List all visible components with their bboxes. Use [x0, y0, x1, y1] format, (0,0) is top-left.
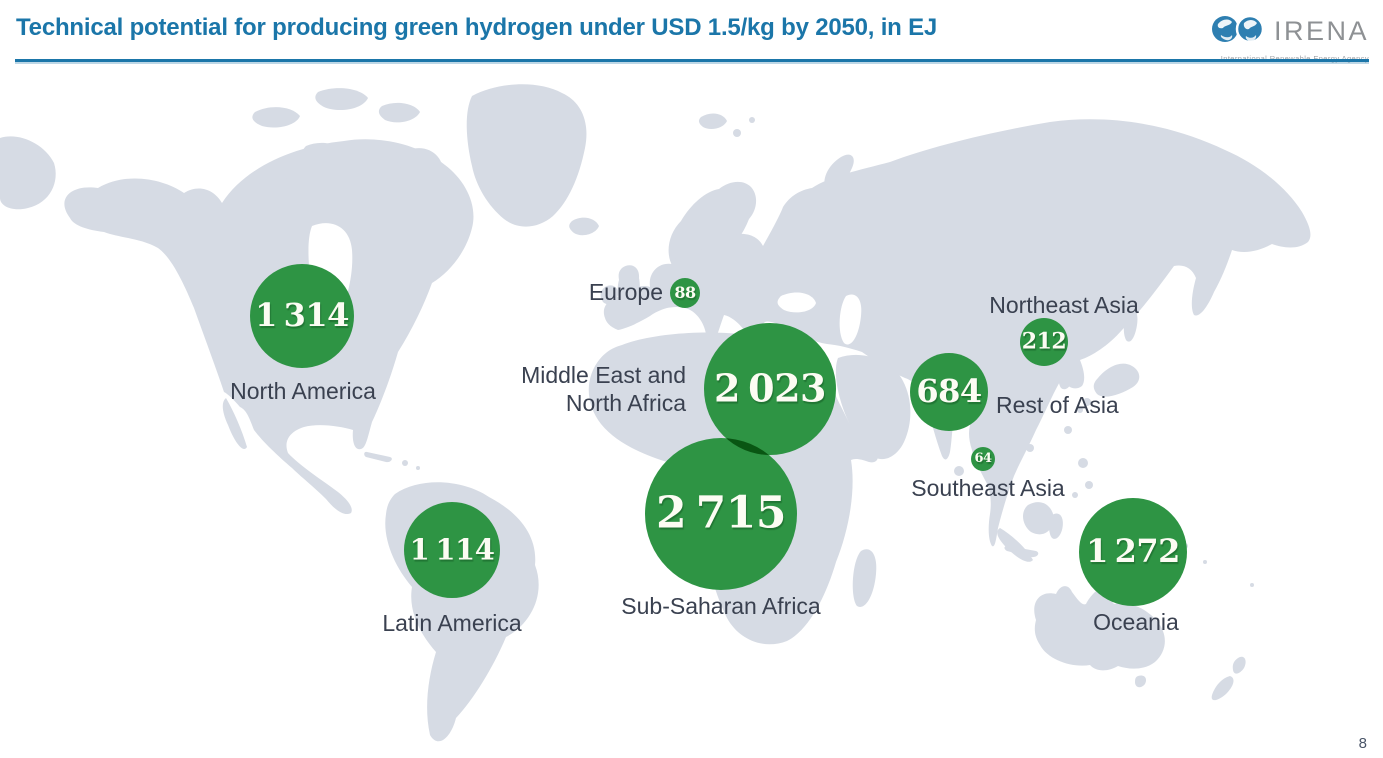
page-number: 8 [1358, 735, 1367, 752]
title-underline [15, 59, 1369, 62]
map-new-zealand [1232, 656, 1246, 674]
region-label-sub-saharan-africa: Sub-Saharan Africa [621, 593, 821, 619]
map-iceland [569, 217, 599, 236]
map-greenland [466, 84, 587, 227]
map-borneo [1022, 502, 1054, 535]
bubble-value-oceania: 1 272 [1086, 532, 1180, 571]
region-label-latin-america: Latin America [382, 610, 522, 636]
header: Technical potential for producing green … [0, 0, 1383, 63]
bubble-southeast-asia [971, 447, 995, 471]
bubble-value-europe: 88 [674, 283, 696, 303]
bubble-value-middle-east-and-north-africa: 2 023 [714, 365, 826, 411]
map-madagascar [852, 549, 877, 607]
bubble-oceania [1079, 498, 1187, 606]
bubble-europe [670, 278, 700, 308]
bubble-value-sub-saharan-africa: 2 715 [656, 487, 787, 539]
bubble-middle-east-and-north-africa [704, 323, 836, 455]
map-eurasia [603, 119, 1311, 547]
bubble-value-southeast-asia: 64 [974, 451, 992, 467]
logo-tagline: International Renewable Energy Agency [1221, 54, 1369, 63]
irena-logo: IRENA International Renewable Energy Age… [1209, 12, 1369, 63]
region-label-rest-of-asia: Rest of Asia [996, 392, 1119, 418]
map-baja [222, 398, 247, 449]
region-label-europe: Europe [588, 279, 663, 305]
bubble-north-america [250, 264, 354, 368]
page-title: Technical potential for producing green … [16, 14, 938, 41]
bubble-value-rest-of-asia: 684 [916, 372, 982, 411]
map-caspian-sea [839, 294, 862, 345]
bubble-latin-america [404, 502, 500, 598]
bubble-value-north-america: 1 314 [255, 296, 349, 335]
region-label-southeast-asia: Southeast Asia [911, 475, 1065, 501]
bubble-value-northeast-asia: 212 [1021, 328, 1067, 355]
map-tasmania [1135, 675, 1147, 688]
bubble-northeast-asia [1020, 318, 1068, 366]
region-label-north-america: North America [230, 378, 376, 404]
map-chukotka-wrap [0, 136, 56, 210]
irena-globes-icon [1209, 12, 1269, 51]
bubble-value-latin-america: 1 114 [409, 532, 495, 567]
region-label-middle-east-and-north-africa: Middle East and North Africa [521, 362, 686, 416]
bubble-sub-saharan-africa [645, 438, 797, 590]
map-australia [1034, 586, 1165, 671]
region-label-northeast-asia: Northeast Asia [989, 292, 1139, 318]
bubble-rest-of-asia [910, 353, 988, 431]
map-black-sea [777, 292, 816, 313]
map-scandinavia [668, 181, 757, 272]
map-japan [1093, 363, 1140, 397]
logo-wordmark: IRENA [1273, 16, 1369, 46]
region-label-oceania: Oceania [1093, 609, 1179, 635]
